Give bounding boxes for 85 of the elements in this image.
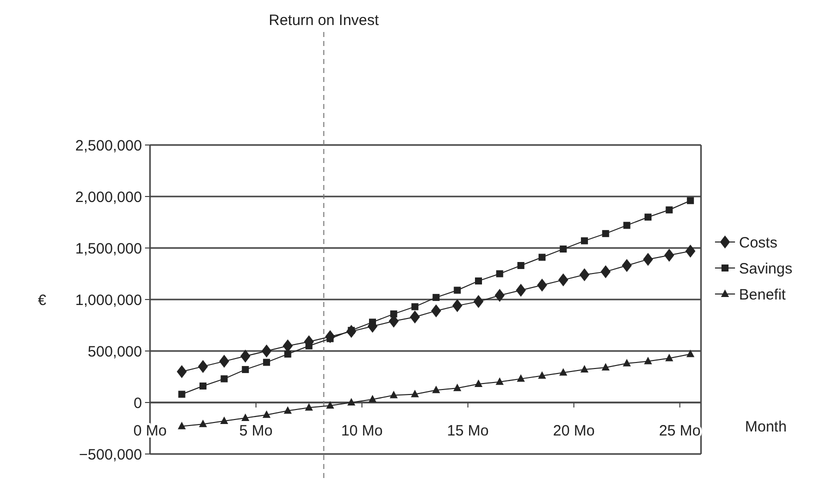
point [263,358,270,366]
point [284,350,292,358]
point [176,365,187,378]
point [390,310,398,318]
point [411,303,418,310]
point [517,262,524,270]
point [664,248,674,262]
point [537,278,548,292]
point [219,354,230,368]
point [665,354,674,362]
y-tick-label: 2,500,000 [75,137,142,154]
point [559,368,568,376]
point [262,410,271,418]
point [305,342,312,350]
point [558,273,568,286]
point [622,259,632,272]
point [686,197,694,204]
point [473,295,484,308]
point [178,390,186,398]
y-tick-label: 1,000,000 [75,292,142,309]
point [199,382,206,390]
point [686,350,694,358]
point [580,365,588,373]
y-tick-label: 1,500,000 [75,240,142,258]
point [284,406,292,414]
point [431,304,442,318]
point [452,299,462,312]
point [220,375,228,382]
ref-line-label: Return on Invest [268,12,380,29]
point [579,268,590,282]
point [453,384,462,392]
point [198,360,208,373]
point [580,237,588,244]
point [262,344,272,358]
point [220,416,228,424]
point [644,214,652,221]
point [242,366,249,374]
y-tick-label: 500,000 [88,343,142,360]
point [538,371,546,379]
point [410,390,419,398]
legend-label: Benefit [739,286,787,304]
legend-label: Costs [739,234,778,252]
point [666,206,673,214]
point [602,230,610,238]
point [623,222,630,229]
point [474,379,482,387]
x-tick-label: 15 Mo [447,422,489,440]
point [538,254,546,261]
point [178,422,186,430]
y-tick-label: 2,000,000 [75,188,142,206]
point [474,277,482,284]
point [600,265,611,278]
x-axis-title: Month [745,418,787,436]
point [685,244,696,258]
point [304,403,313,411]
point [240,350,250,363]
x-tick-label: 25 Mo [658,422,701,440]
point [643,252,654,266]
legend-label: Savings [739,260,792,278]
x-tick-label: 20 Mo [552,422,595,440]
x-tick-label: 5 Mo [239,422,273,440]
point [326,401,334,409]
point [496,377,504,385]
y-axis-title: € [38,292,47,309]
point [516,284,526,297]
point [432,294,440,301]
y-tick-label: 0 [134,394,142,412]
point [644,356,652,364]
point [368,394,377,402]
point [454,286,461,294]
y-tick-label: −500,000 [79,446,142,464]
point [390,390,398,398]
point [198,420,207,428]
point [494,288,505,302]
point [347,398,356,406]
point [602,362,610,370]
point [282,339,293,352]
point [622,358,631,366]
point [432,386,440,394]
point [516,374,525,382]
point [496,270,504,278]
point [241,413,250,421]
point [560,246,567,253]
x-tick-label: 10 Mo [341,422,383,440]
point [410,310,420,324]
